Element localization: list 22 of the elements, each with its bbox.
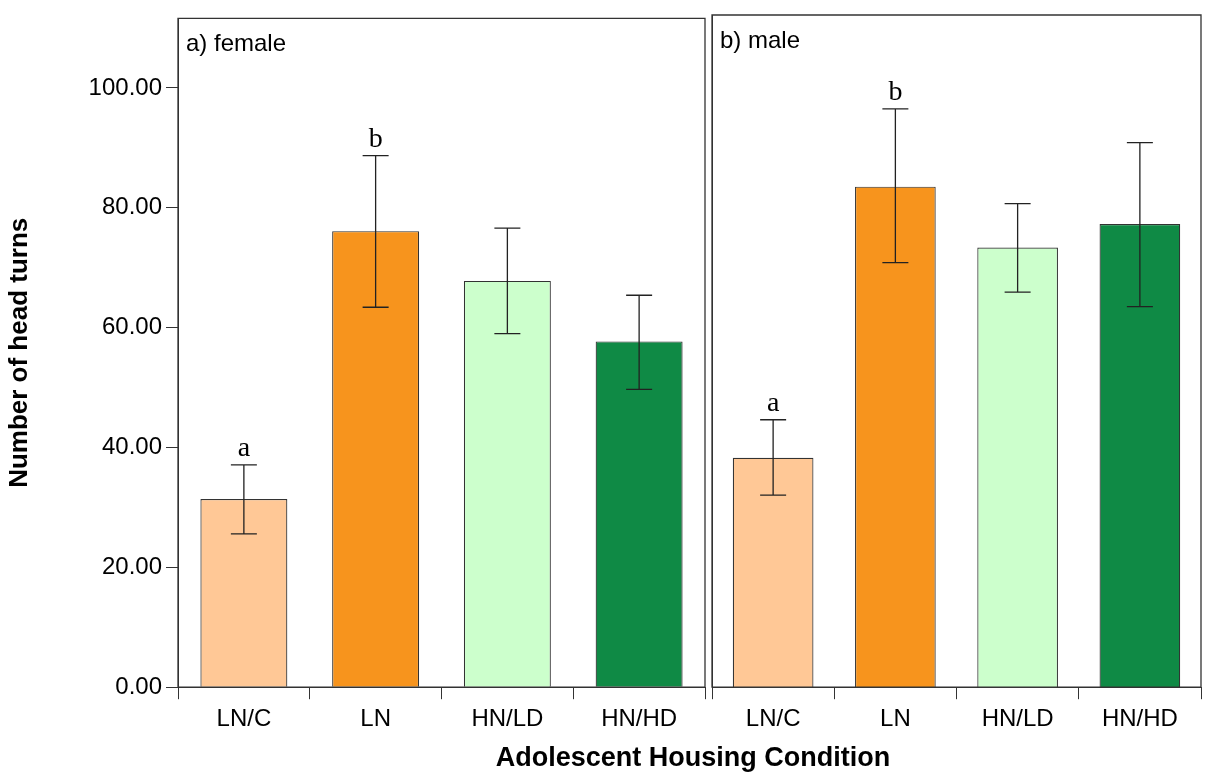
x-tick-label: HN/HD <box>601 704 678 732</box>
x-tick-label: LN/C <box>745 704 801 732</box>
x-tick-label: LN <box>880 704 911 732</box>
annotation: a <box>237 431 251 463</box>
x-tick-label: HN/HD <box>1101 704 1178 732</box>
y-axis-title: Number of head turns <box>2 217 33 488</box>
x-axis-title: Adolescent Housing Condition <box>494 742 892 773</box>
x-tick-label: LN/C <box>216 704 272 732</box>
annotation: b <box>888 75 903 107</box>
x-tick-label: HN/LD <box>471 704 544 732</box>
y-tick-label: 60.00 <box>101 312 162 340</box>
x-tick-label: HN/LD <box>981 704 1054 732</box>
chart-title: b) male <box>720 25 801 53</box>
y-tick-label: 80.00 <box>101 192 162 220</box>
annotation: b <box>368 122 383 153</box>
y-tick-label: 20.00 <box>101 551 162 579</box>
x-tick-label: LN <box>360 704 391 732</box>
y-tick-label: 0.00 <box>115 671 162 699</box>
text: a) female <box>186 29 287 57</box>
y-tick-label: 100.00 <box>88 72 162 100</box>
y-tick-label: 40.00 <box>101 432 162 460</box>
annotation: a <box>766 386 780 418</box>
